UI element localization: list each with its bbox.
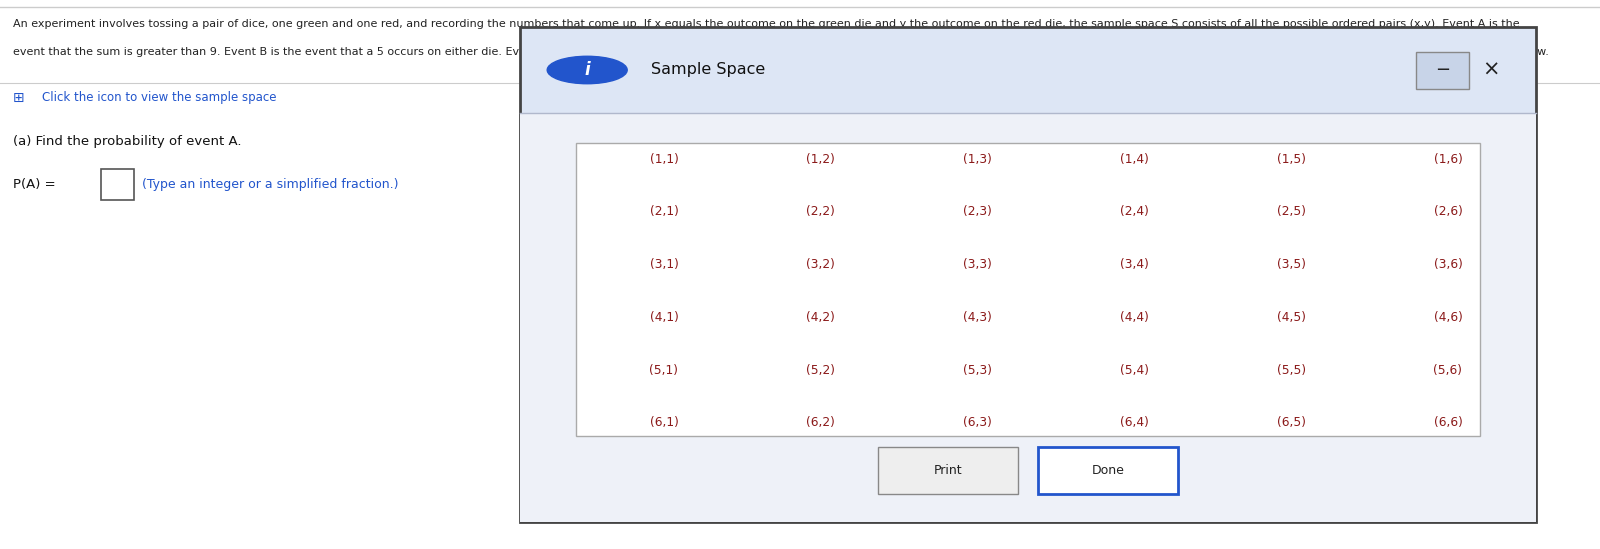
Text: Click the icon to view the sample space: Click the icon to view the sample space — [42, 91, 277, 104]
FancyBboxPatch shape — [1416, 52, 1469, 89]
Text: (2,4): (2,4) — [1120, 205, 1149, 219]
Text: i: i — [584, 61, 590, 79]
Text: (4,3): (4,3) — [963, 311, 992, 324]
Text: (1,4): (1,4) — [1120, 153, 1149, 166]
Text: (3,6): (3,6) — [1434, 258, 1462, 271]
Text: (5,2): (5,2) — [806, 363, 835, 377]
Text: (4,2): (4,2) — [806, 311, 835, 324]
Text: (6,5): (6,5) — [1277, 416, 1306, 429]
Text: An experiment involves tossing a pair of dice, one green and one red, and record: An experiment involves tossing a pair of… — [13, 19, 1520, 29]
Text: Print: Print — [934, 464, 962, 477]
FancyBboxPatch shape — [576, 143, 1480, 436]
Text: (5,6): (5,6) — [1434, 363, 1462, 377]
Text: (5,5): (5,5) — [1277, 363, 1306, 377]
Text: (6,1): (6,1) — [650, 416, 678, 429]
Text: (2,6): (2,6) — [1434, 205, 1462, 219]
Text: ×: × — [1483, 60, 1499, 80]
Text: (6,3): (6,3) — [963, 416, 992, 429]
FancyBboxPatch shape — [101, 169, 134, 200]
Text: (1,5): (1,5) — [1277, 153, 1306, 166]
Text: (5,4): (5,4) — [1120, 363, 1149, 377]
Text: (2,5): (2,5) — [1277, 205, 1306, 219]
FancyBboxPatch shape — [520, 27, 1536, 522]
Text: (5,3): (5,3) — [963, 363, 992, 377]
Text: (1,3): (1,3) — [963, 153, 992, 166]
Text: (Type an integer or a simplified fraction.): (Type an integer or a simplified fractio… — [142, 178, 398, 192]
Text: (4,1): (4,1) — [650, 311, 678, 324]
Text: (3,5): (3,5) — [1277, 258, 1306, 271]
Text: −: − — [1435, 61, 1450, 79]
FancyBboxPatch shape — [520, 113, 1536, 522]
Text: (4,6): (4,6) — [1434, 311, 1462, 324]
Text: (5,1): (5,1) — [650, 363, 678, 377]
Text: (3,1): (3,1) — [650, 258, 678, 271]
Circle shape — [547, 56, 627, 83]
Text: ⊞: ⊞ — [13, 91, 24, 105]
Text: (3,2): (3,2) — [806, 258, 835, 271]
Text: event that the sum is greater than 9. Event B is the event that a 5 occurs on ei: event that the sum is greater than 9. Ev… — [13, 47, 1549, 57]
Text: P(A) =: P(A) = — [13, 178, 56, 192]
FancyBboxPatch shape — [1038, 447, 1178, 494]
Text: (4,5): (4,5) — [1277, 311, 1306, 324]
Text: (1,2): (1,2) — [806, 153, 835, 166]
Text: (3,4): (3,4) — [1120, 258, 1149, 271]
Text: (2,2): (2,2) — [806, 205, 835, 219]
Text: (1,1): (1,1) — [650, 153, 678, 166]
FancyBboxPatch shape — [878, 447, 1019, 494]
Text: (3,3): (3,3) — [963, 258, 992, 271]
Text: (4,4): (4,4) — [1120, 311, 1149, 324]
Text: (a) Find the probability of event A.: (a) Find the probability of event A. — [13, 135, 242, 148]
Text: Sample Space: Sample Space — [651, 63, 765, 77]
Text: (1,6): (1,6) — [1434, 153, 1462, 166]
Text: (6,4): (6,4) — [1120, 416, 1149, 429]
Text: (2,3): (2,3) — [963, 205, 992, 219]
Text: (2,1): (2,1) — [650, 205, 678, 219]
Text: Done: Done — [1091, 464, 1125, 477]
Text: (6,6): (6,6) — [1434, 416, 1462, 429]
Text: (6,2): (6,2) — [806, 416, 835, 429]
